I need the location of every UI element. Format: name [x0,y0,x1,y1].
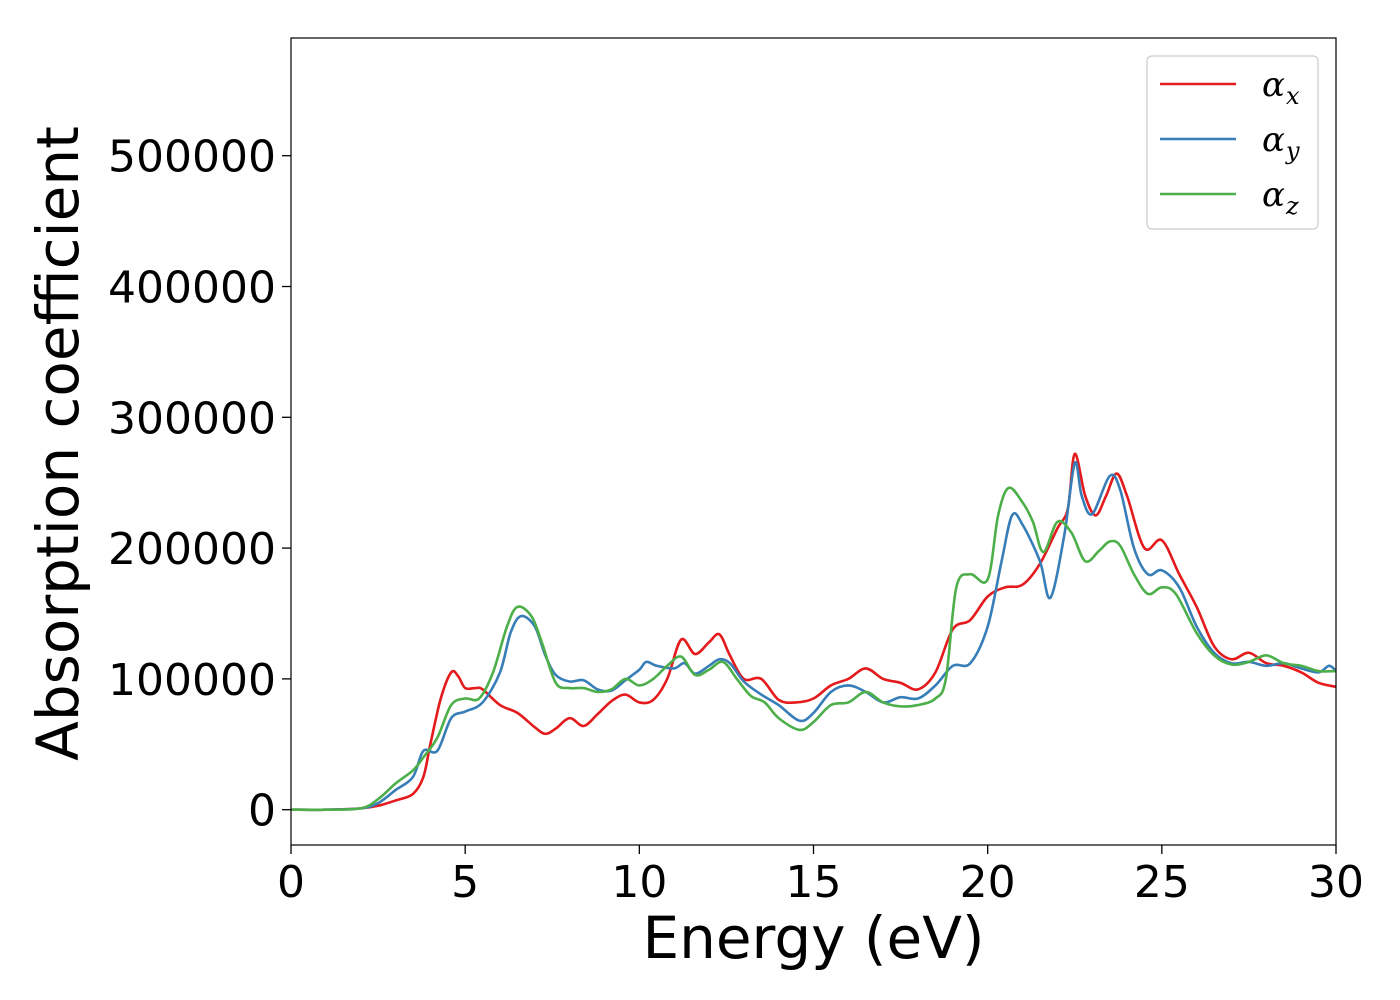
series-layer [291,454,1336,810]
x-axis-label: Energy (eV) [642,904,984,972]
x-tick-label: 30 [1308,857,1364,908]
x-tick-label: 0 [277,857,305,908]
x-tick-label: 20 [960,857,1016,908]
y-axis-label: Absorption coefficient [24,126,92,761]
y-tick-label: 500000 [108,132,276,183]
x-tick-label: 25 [1134,857,1190,908]
y-tick-label: 400000 [108,263,276,314]
x-axis-ticks: 0 5 10 15 20 25 30 [277,845,1364,908]
y-tick-label: 0 [248,786,276,837]
y-tick-label: 100000 [108,655,276,706]
y-tick-label: 200000 [108,524,276,575]
x-tick-label: 5 [451,857,479,908]
y-tick-label: 300000 [108,393,276,444]
series-line-x [291,454,1336,810]
series-line-y [291,462,1336,810]
x-tick-label: 15 [786,857,842,908]
series-line-z [291,488,1336,810]
y-axis-ticks: 0 100000 200000 300000 400000 500000 [108,132,291,837]
x-tick-label: 10 [611,857,667,908]
